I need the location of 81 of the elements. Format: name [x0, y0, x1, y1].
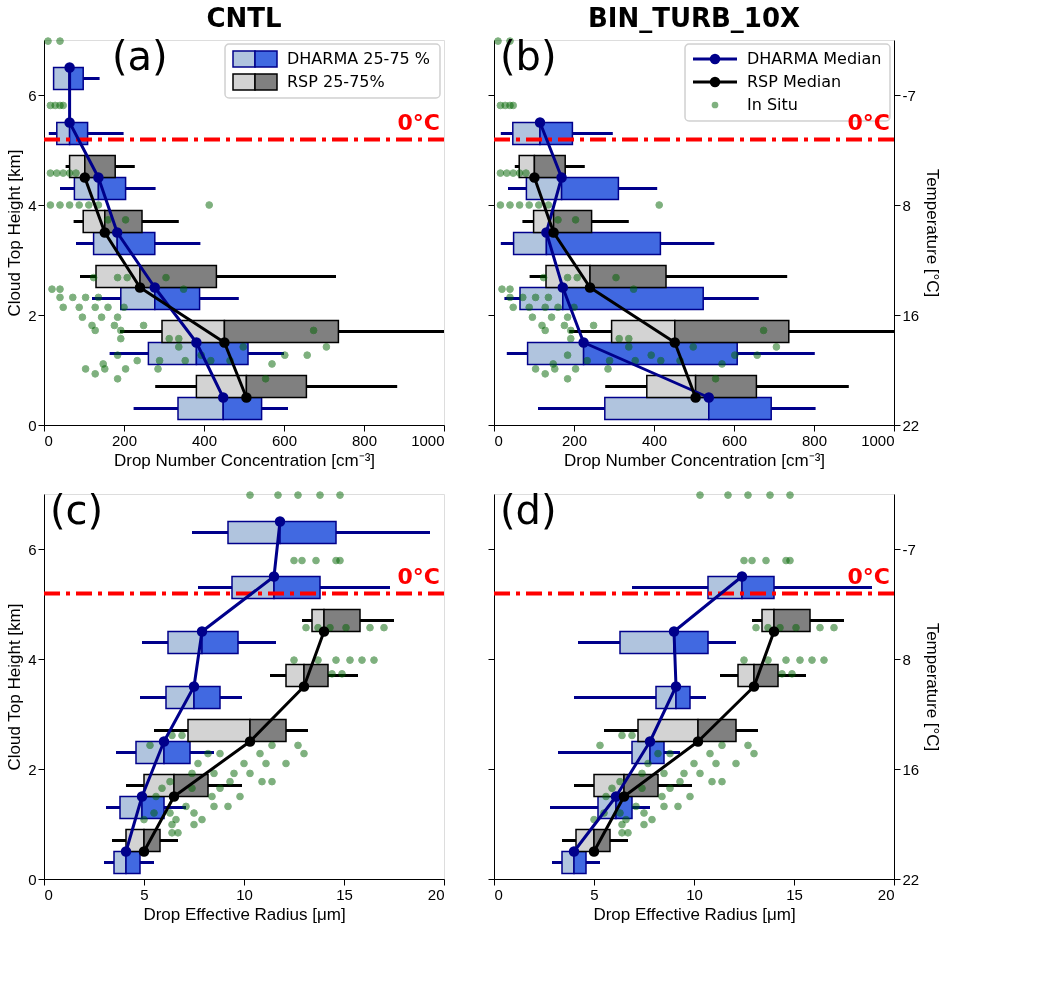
point	[669, 337, 681, 348]
ref-line-label: 0°C	[847, 109, 890, 135]
x-tick-label: 0	[494, 885, 503, 903]
x-tick-label: 0	[44, 885, 53, 903]
x-tick-label: 20	[877, 885, 895, 903]
ref-line-label: 0°C	[847, 563, 890, 589]
x-tick-label: 0	[494, 431, 503, 449]
legend-label: DHARMA Median	[747, 49, 882, 68]
x-tick-label: 1000	[411, 431, 445, 449]
point	[768, 626, 780, 637]
category-label: 16	[902, 306, 920, 324]
y-tick-label: 2	[28, 306, 37, 324]
y-tick-label: 0	[28, 416, 37, 434]
y2-axis-title: Temperature [°C]	[923, 622, 943, 752]
y-tick-label: 6	[28, 540, 37, 558]
category-label: -7	[902, 540, 916, 558]
point	[568, 846, 580, 857]
point	[670, 681, 682, 692]
legend-label: In Situ	[747, 95, 798, 114]
y-tick-label: 2	[28, 760, 37, 778]
annotation: (b)	[500, 33, 557, 79]
point	[736, 571, 748, 582]
legend-label: RSP Median	[747, 72, 842, 91]
y-tick-label: 0	[28, 870, 37, 888]
point	[703, 392, 715, 403]
ref-line-label: 0°C	[397, 563, 440, 589]
y2-axis-title: Temperature [°C]	[923, 168, 943, 298]
category-label: -7	[902, 86, 916, 104]
category-label: 16	[902, 760, 920, 778]
point	[556, 172, 567, 183]
legend-label: RSP 25-75%	[287, 72, 385, 91]
x-tick-label: 200	[561, 431, 588, 449]
point	[548, 227, 559, 238]
x-tick-label: 400	[191, 431, 218, 449]
point	[578, 337, 589, 348]
legend-label: DHARMA 25-75 %	[287, 49, 431, 68]
point	[588, 846, 600, 857]
y-axis-title: Cloud Top Height [km]	[5, 149, 25, 317]
point	[644, 736, 656, 747]
x-tick-label: 5	[590, 885, 599, 903]
annotation: (c)	[50, 487, 104, 533]
y-axis-title: Cloud Top Height [km]	[5, 603, 25, 771]
x-tick-label: 20	[427, 885, 445, 903]
x-tick-label: 400	[641, 431, 668, 449]
x-axis-title: Drop Effective Radius [μm]	[143, 904, 346, 924]
chart-title: CNTL	[206, 2, 282, 33]
point	[692, 736, 704, 747]
point	[557, 282, 569, 293]
x-tick-label: 200	[111, 431, 138, 449]
point	[529, 172, 540, 183]
x-tick-label: 800	[351, 431, 378, 449]
y-tick-label: 4	[28, 196, 37, 214]
x-tick-label: 10	[686, 885, 703, 903]
point	[748, 681, 760, 692]
annotation: (d)	[500, 487, 557, 533]
x-tick-label: 5	[140, 885, 149, 903]
x-tick-label: 1000	[861, 431, 895, 449]
x-tick-label: 10	[236, 885, 253, 903]
x-tick-label: 800	[801, 431, 828, 449]
category-label: 22	[902, 416, 920, 434]
x-tick-label: 15	[786, 885, 803, 903]
x-tick-label: 0	[44, 431, 53, 449]
category-label: 8	[902, 650, 911, 668]
annotation: (a)	[112, 33, 168, 79]
category-label: 8	[902, 196, 911, 214]
point	[584, 282, 596, 293]
y-tick-label: 4	[28, 650, 37, 668]
ref-line-label: 0°C	[397, 109, 440, 135]
point	[668, 626, 680, 637]
x-axis-title: Drop Effective Radius [μm]	[593, 904, 796, 924]
chart-title: BIN_TURB_10X	[587, 2, 801, 33]
x-axis-title: Drop Number Concentration [cm⁻³]	[113, 450, 376, 470]
point	[690, 392, 701, 403]
x-tick-label: 600	[721, 431, 748, 449]
point	[618, 791, 630, 802]
category-label: 22	[902, 870, 920, 888]
y-tick-label: 6	[28, 86, 37, 104]
x-tick-label: 600	[271, 431, 298, 449]
point	[534, 117, 546, 128]
x-tick-label: 15	[336, 885, 353, 903]
x-axis-title: Drop Number Concentration [cm⁻³]	[563, 450, 826, 470]
